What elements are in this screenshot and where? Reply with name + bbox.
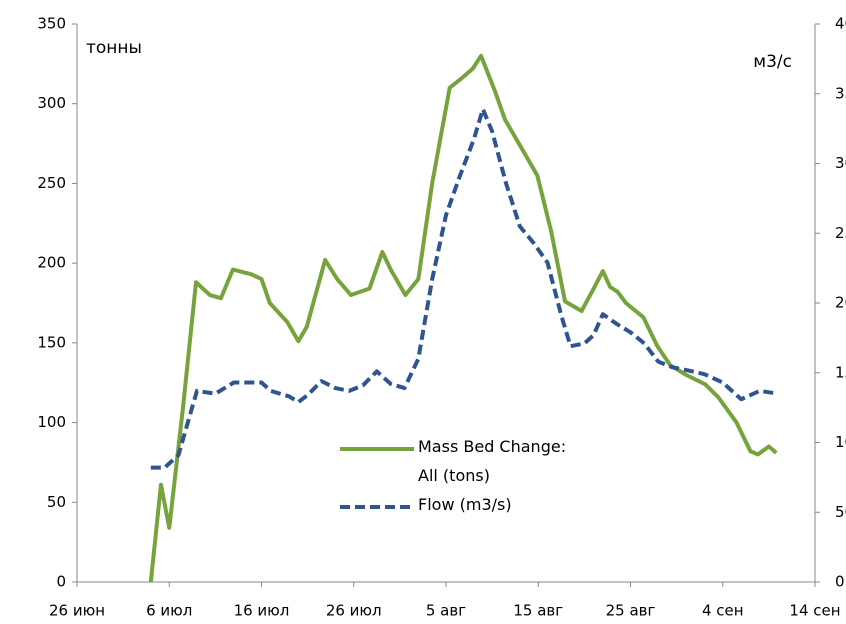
series-line xyxy=(150,107,779,470)
y2-tick-label: 400 xyxy=(835,15,846,33)
y2-tick-label: 250 xyxy=(835,224,846,242)
series-line xyxy=(148,53,778,583)
y-tick-label: 200 xyxy=(37,254,66,272)
legend-label: Mass Bed Change: All (tons) xyxy=(418,437,567,485)
y2-tick-label: 300 xyxy=(835,154,846,172)
x-tick-label: 5 авг xyxy=(426,602,466,620)
y-tick-label: 50 xyxy=(47,493,66,511)
y2-axis-label: м3/с xyxy=(753,52,792,72)
y-tick-label: 100 xyxy=(37,413,66,431)
y2-tick-label: 150 xyxy=(835,363,846,381)
y-axis-label: тонны xyxy=(86,38,142,58)
x-tick-label: 16 июл xyxy=(234,602,290,620)
y-tick-label: 250 xyxy=(37,174,66,192)
y-tick-label: 300 xyxy=(37,94,66,112)
legend-label: Flow (m3/s) xyxy=(418,495,512,514)
legend-swatch xyxy=(340,447,414,451)
y2-tick-label: 50 xyxy=(835,503,846,521)
x-tick-label: 14 сен xyxy=(789,602,840,620)
legend-item: Mass Bed Change: All (tons) xyxy=(338,432,588,490)
x-tick-label: 25 авг xyxy=(606,602,656,620)
y2-tick-label: 200 xyxy=(835,294,846,312)
x-tick-label: 4 сен xyxy=(702,602,744,620)
y-tick-label: 150 xyxy=(37,333,66,351)
y-tick-label: 350 xyxy=(37,15,66,33)
x-tick-label: 6 июл xyxy=(146,602,192,620)
legend: Mass Bed Change: All (tons) Flow (m3/s) xyxy=(338,432,588,519)
x-tick-label: 26 июл xyxy=(326,602,382,620)
legend-swatch xyxy=(340,505,414,509)
y-tick-label: 0 xyxy=(56,573,66,591)
y2-tick-label: 100 xyxy=(835,433,846,451)
y2-tick-label: 350 xyxy=(835,84,846,102)
y2-tick-label: 0 xyxy=(835,573,845,591)
x-tick-label: 15 авг xyxy=(513,602,563,620)
legend-item: Flow (m3/s) xyxy=(338,490,588,519)
x-tick-label: 26 июн xyxy=(49,602,105,620)
